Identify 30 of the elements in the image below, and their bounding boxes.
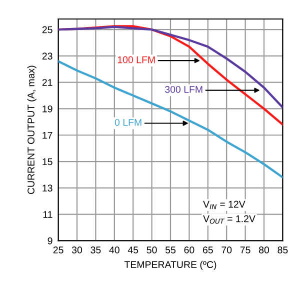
y-axis-title: CURRENT OUTPUT (A, max) (27, 66, 36, 194)
line-series (58, 26, 283, 109)
x-tick-label: 75 (240, 246, 250, 254)
y-tick-label: 17 (42, 132, 52, 139)
x-tick-label: 45 (128, 246, 138, 254)
y-tick-label: 19 (42, 105, 52, 112)
y-tick-label: 23 (42, 52, 52, 60)
y-tick-label: 9 (48, 237, 52, 244)
x-tick-label: 60 (184, 246, 194, 254)
annotation: V$_{IN}$ = 12V (203, 200, 246, 210)
x-tick-label: 30 (72, 246, 82, 254)
x-tick-label: 65 (202, 246, 213, 254)
x-tick-label: 80 (259, 246, 270, 254)
annotation: 100 LFM (118, 56, 155, 64)
y-tick-label: 25 (42, 26, 52, 34)
y-tick-label: 21 (42, 79, 52, 86)
x-tick-label: 50 (146, 246, 157, 254)
annotation: V$_{OUT}$ = 1.2V (203, 215, 256, 224)
x-tick-label: 55 (165, 246, 176, 254)
x-tick-label: 85 (278, 246, 288, 254)
y-tick-label: 15 (42, 158, 52, 166)
x-tick-label: 40 (109, 246, 120, 254)
x-tick-label: 25 (53, 246, 64, 254)
annotation: 0 LFM (114, 118, 142, 126)
x-tick-label: 35 (90, 246, 101, 254)
annotation: 300 LFM (165, 86, 202, 93)
x-tick-label: 70 (222, 246, 232, 254)
y-tick-label: 13 (42, 184, 52, 192)
y-tick-label: 11 (43, 211, 52, 218)
x-axis-title: TEMPERATURE (ºC) (124, 260, 216, 270)
